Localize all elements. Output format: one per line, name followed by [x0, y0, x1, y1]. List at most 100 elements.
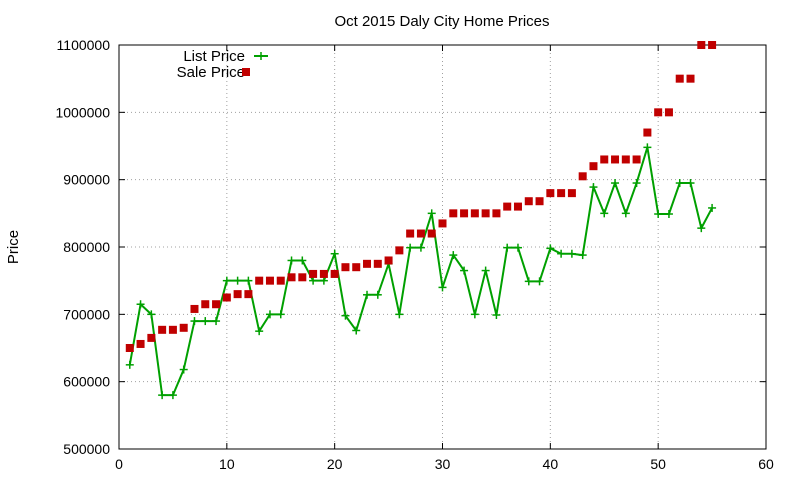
data-point-sale-price — [578, 172, 587, 181]
data-point-sale-price — [567, 189, 576, 198]
data-point-sale-price — [222, 293, 231, 302]
data-point-list-price — [524, 277, 533, 286]
data-point-list-price — [125, 360, 134, 369]
data-point-sale-price — [503, 202, 512, 211]
data-point-sale-price — [373, 259, 382, 268]
x-tick-label: 10 — [219, 456, 235, 472]
chart-title: Oct 2015 Daly City Home Prices — [334, 13, 549, 30]
data-point-list-price — [136, 300, 145, 309]
data-point-list-price — [276, 310, 285, 319]
data-point-list-price — [503, 243, 512, 252]
legend-label-list-price: List Price — [183, 48, 245, 65]
data-point-list-price — [309, 276, 318, 285]
data-point-list-price — [158, 391, 167, 400]
data-point-sale-price — [168, 325, 177, 334]
x-tick-label: 30 — [435, 456, 451, 472]
grid — [119, 45, 766, 449]
data-point-sale-price — [621, 155, 630, 164]
data-point-list-price — [352, 326, 361, 335]
x-tick-label: 60 — [758, 456, 774, 472]
data-point-list-price — [341, 311, 350, 320]
data-point-sale-price — [416, 229, 425, 238]
data-point-list-price — [363, 290, 372, 299]
data-point-list-price — [255, 327, 264, 336]
legend-sample-sale-price — [242, 68, 250, 76]
data-point-sale-price — [255, 276, 264, 285]
data-point-list-price — [535, 277, 544, 286]
data-point-list-price — [265, 310, 274, 319]
data-point-sale-price — [330, 269, 339, 278]
data-point-list-price — [406, 243, 415, 252]
data-point-sale-price — [535, 197, 544, 206]
data-point-sale-price — [697, 41, 706, 49]
data-point-sale-price — [384, 256, 393, 265]
data-point-sale-price — [546, 189, 555, 198]
legend-marker-sale-price — [242, 68, 250, 76]
x-tick-label: 0 — [115, 456, 123, 472]
data-point-sale-price — [265, 276, 274, 285]
data-point-list-price — [654, 210, 663, 219]
y-tick-label: 1000000 — [55, 104, 110, 120]
data-point-sale-price — [708, 41, 717, 49]
data-point-list-price — [546, 244, 555, 253]
data-point-list-price — [557, 249, 566, 258]
data-point-list-price — [416, 243, 425, 252]
data-point-list-price — [708, 203, 717, 212]
data-point-sale-price — [632, 155, 641, 164]
y-axis-label: Price — [5, 230, 22, 264]
series-line-list-price — [128, 147, 713, 397]
series — [125, 41, 717, 400]
data-point-list-price — [664, 210, 673, 219]
data-point-sale-price — [600, 155, 609, 164]
legend-label-sale-price: Sale Price — [177, 64, 245, 81]
data-point-sale-price — [470, 209, 479, 218]
data-point-sale-price — [654, 108, 663, 117]
data-point-list-price — [460, 266, 469, 275]
data-point-sale-price — [427, 229, 436, 238]
series-sale-price — [125, 41, 717, 352]
data-point-list-price — [481, 266, 490, 275]
data-point-sale-price — [643, 128, 652, 137]
data-point-list-price — [438, 283, 447, 292]
y-tick-label: 1100000 — [57, 37, 111, 53]
series-list-price — [125, 143, 717, 400]
data-point-sale-price — [664, 108, 673, 117]
y-tick-label: 600000 — [63, 374, 110, 390]
data-point-sale-price — [460, 209, 469, 218]
data-point-list-price — [395, 310, 404, 319]
legend-sample-list-price — [254, 52, 268, 60]
data-point-sale-price — [298, 273, 307, 282]
legend: List Price Sale Price — [177, 48, 268, 81]
data-point-sale-price — [125, 344, 134, 352]
x-tick-label: 50 — [650, 456, 666, 472]
data-point-list-price — [319, 276, 328, 285]
y-tick-label: 900000 — [63, 172, 110, 188]
data-point-sale-price — [136, 339, 145, 348]
data-point-sale-price — [686, 74, 695, 83]
data-point-sale-price — [611, 155, 620, 164]
data-point-sale-price — [524, 197, 533, 206]
data-point-sale-price — [158, 325, 167, 334]
data-point-list-price — [449, 251, 458, 260]
data-point-sale-price — [287, 273, 296, 282]
data-point-list-price — [244, 276, 253, 285]
y-tick-label: 800000 — [63, 239, 110, 255]
data-point-sale-price — [212, 300, 221, 309]
data-point-sale-price — [244, 290, 253, 299]
data-point-sale-price — [395, 246, 404, 255]
data-point-list-price — [675, 179, 684, 188]
data-point-sale-price — [492, 209, 501, 218]
data-point-sale-price — [589, 162, 598, 171]
data-point-list-price — [621, 209, 630, 218]
data-point-sale-price — [557, 189, 566, 198]
data-point-sale-price — [319, 269, 328, 278]
data-point-list-price — [427, 209, 436, 218]
data-point-list-price — [697, 224, 706, 233]
data-point-sale-price — [341, 263, 350, 272]
data-point-list-price — [589, 183, 598, 192]
y-tick-label: 700000 — [63, 306, 110, 322]
data-point-list-price — [600, 209, 609, 218]
legend-marker-list-price — [257, 52, 265, 60]
data-point-sale-price — [513, 202, 522, 211]
data-point-list-price — [233, 276, 242, 285]
